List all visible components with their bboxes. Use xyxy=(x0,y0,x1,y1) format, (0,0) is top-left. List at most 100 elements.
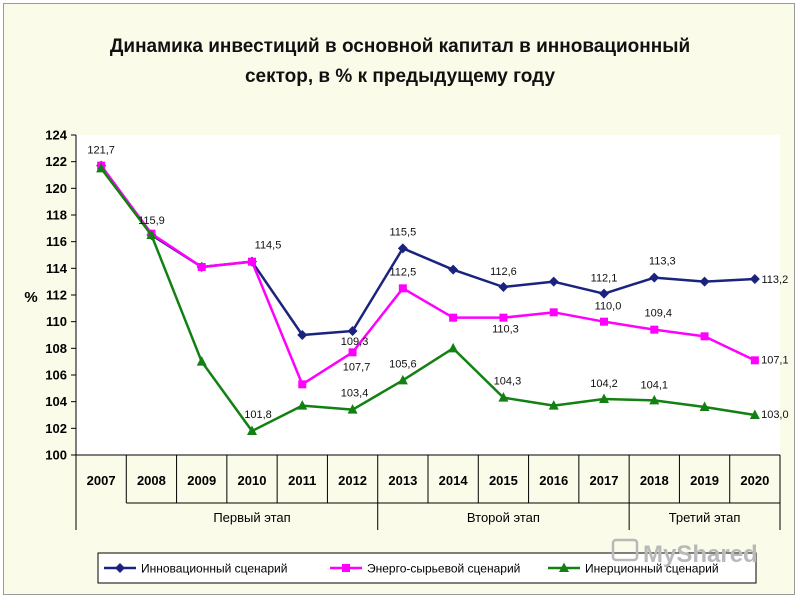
data-point-inertial xyxy=(548,400,559,410)
data-point-energy xyxy=(449,313,458,322)
y-tick-label: 104 xyxy=(45,394,67,409)
series-line-energy xyxy=(100,164,756,386)
data-label: 107,7 xyxy=(343,361,371,373)
y-tick-label: 108 xyxy=(45,341,67,356)
x-tick-label: 2012 xyxy=(338,473,367,488)
legend-label: Энерго-сырьевой сценарий xyxy=(367,562,520,576)
legend: Инновационный сценарий Энерго-сырьевой сц… xyxy=(97,552,757,584)
data-point-inertial xyxy=(699,401,710,411)
plot-area xyxy=(76,135,780,455)
legend-marker xyxy=(559,562,569,572)
data-label: 107,1 xyxy=(761,354,789,366)
x-tick-label: 2009 xyxy=(187,473,216,488)
data-label: 112,5 xyxy=(389,266,416,278)
data-point-inertial xyxy=(297,400,308,410)
data-point-inertial xyxy=(247,425,257,435)
x-tick-label: 2014 xyxy=(439,473,469,488)
y-tick-label: 100 xyxy=(45,448,67,463)
y-tick-label: 116 xyxy=(46,234,67,249)
x-tick-label: 2016 xyxy=(539,473,568,488)
data-point-innovation xyxy=(699,276,710,287)
data-label: 121,7 xyxy=(87,145,115,157)
data-point-energy xyxy=(499,313,508,322)
legend-item: Инерционный сценарий xyxy=(548,562,719,576)
y-tick-label: 110 xyxy=(46,314,67,329)
series-layer xyxy=(96,160,760,435)
chart-title-line-1: Динамика инвестиций в основной капитал в… xyxy=(110,36,690,57)
data-label: 103,0 xyxy=(761,409,789,421)
data-label: 114,5 xyxy=(255,240,282,252)
x-tick-label: 2008 xyxy=(137,473,166,488)
data-label: 115,5 xyxy=(389,226,416,238)
y-tick-label: 102 xyxy=(45,421,67,436)
data-point-energy xyxy=(650,325,659,334)
x-tick-label: 2007 xyxy=(87,473,116,488)
y-axis-label: % xyxy=(24,289,37,306)
data-point-energy xyxy=(298,380,307,389)
y-tick-label: 118 xyxy=(46,208,67,223)
data-point-energy xyxy=(700,332,709,341)
x-tick-label: 2011 xyxy=(288,473,316,488)
chart-title-line-2: сектор, в % к предыдущему году xyxy=(245,66,555,87)
data-point-inertial xyxy=(397,374,408,385)
watermark-logo-icon xyxy=(611,538,639,562)
data-point-innovation xyxy=(347,326,358,336)
x-tick-label: 2015 xyxy=(489,473,518,488)
x-axis-table: 2007 2008 2009 2010 2011 2012 2013 2014 2015 2016… xyxy=(75,454,781,530)
data-point-inertial xyxy=(448,342,459,353)
stage-label: Второй этап xyxy=(467,510,540,525)
legend-marker xyxy=(115,563,125,573)
watermark-text: MyShared xyxy=(643,541,758,568)
data-point-energy xyxy=(750,356,759,365)
data-point-energy xyxy=(197,263,206,271)
data-label: 113,3 xyxy=(649,256,676,268)
data-point-inertial xyxy=(649,394,660,405)
legend-marker xyxy=(342,564,350,572)
data-point-energy xyxy=(398,284,407,293)
data-label: 112,1 xyxy=(591,273,618,285)
data-point-inertial xyxy=(749,409,760,419)
data-label: 110,3 xyxy=(492,324,519,336)
data-label: 112,6 xyxy=(490,266,517,278)
data-point-innovation xyxy=(649,272,660,283)
y-tick-label: 112 xyxy=(46,288,67,303)
watermark: MyShared xyxy=(611,538,758,568)
y-tick-label: 122 xyxy=(45,154,67,169)
x-tick-label: 2017 xyxy=(590,473,619,488)
data-label: 109,3 xyxy=(341,336,369,348)
data-point-innovation xyxy=(548,276,559,287)
x-tick-label: 2010 xyxy=(238,473,267,488)
data-point-energy xyxy=(348,348,357,357)
data-point-inertial xyxy=(196,356,207,366)
data-point-innovation xyxy=(448,264,459,275)
data-point-innovation xyxy=(297,330,308,340)
x-tick-label: 2020 xyxy=(740,473,769,488)
x-tick-label: 2013 xyxy=(388,473,417,488)
data-point-inertial xyxy=(599,393,609,403)
y-tick-label: 120 xyxy=(45,181,67,196)
y-axis: 100 102 104 106 108 110 112 114 116 118 120 122 124 xyxy=(45,128,77,463)
legend-box xyxy=(97,552,757,584)
data-point-energy xyxy=(600,317,608,326)
data-labels: 121,7 115,9 114,5 109,3 115,5 112,6 112,1 113,3… xyxy=(87,145,788,421)
x-tick-label: 2019 xyxy=(690,473,719,488)
data-point-inertial xyxy=(498,392,509,402)
stage-label: Третий этап xyxy=(669,510,741,525)
x-tick-label: 2018 xyxy=(640,473,669,488)
series-line-inertial xyxy=(100,167,756,433)
data-label: 110,0 xyxy=(595,301,622,313)
y-tick-label: 114 xyxy=(46,261,68,276)
data-point-inertial xyxy=(96,162,107,173)
y-tick-label: 124 xyxy=(45,128,67,143)
legend-label: Инерционный сценарий xyxy=(585,562,719,576)
legend-item: Инновационный сценарий xyxy=(104,562,287,576)
stage-label: Первый этап xyxy=(213,510,290,525)
data-point-innovation xyxy=(599,288,609,299)
data-point-energy xyxy=(248,257,256,266)
data-label: 103,4 xyxy=(341,388,369,400)
data-label: 109,4 xyxy=(645,308,673,320)
data-point-innovation xyxy=(397,243,408,254)
data-label: 113,2 xyxy=(761,274,788,286)
data-label: 101,8 xyxy=(244,409,272,421)
legend-item: Энерго-сырьевой сценарий xyxy=(330,562,520,576)
